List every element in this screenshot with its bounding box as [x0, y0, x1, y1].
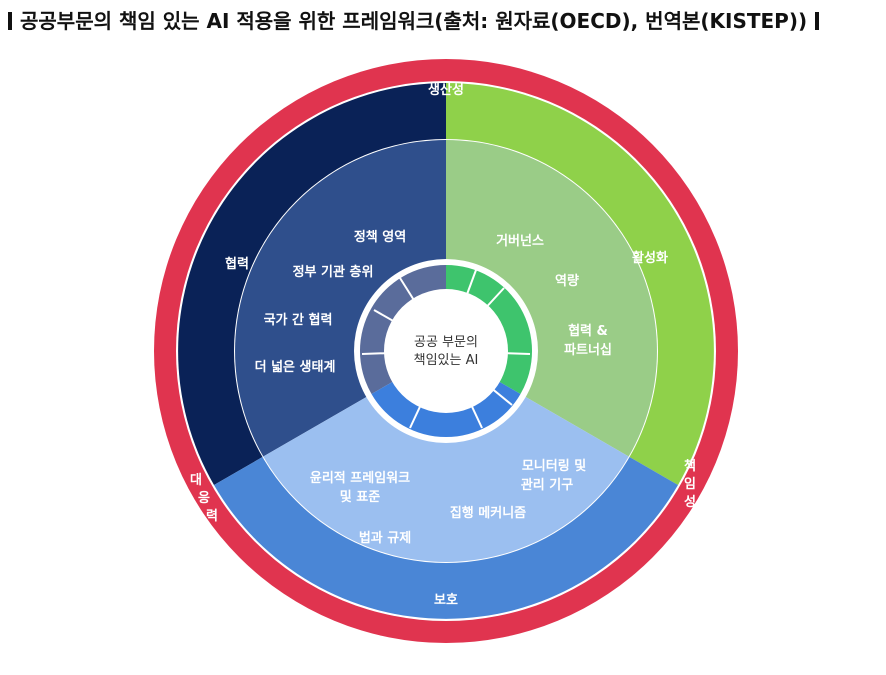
outer-label-left-1: 대: [190, 473, 202, 488]
middle-label-collaboration: 협력: [225, 256, 249, 272]
outer-label-right-3: 성: [684, 495, 696, 510]
outer-label-top: 생산성: [428, 82, 464, 98]
rings-group: [154, 59, 738, 643]
center-label-line2: 책임있는 AI: [414, 353, 479, 368]
protect-item-monitoring-2: 관리 기구: [521, 477, 573, 493]
heading-bar-left: [8, 12, 12, 30]
protect-item-monitoring-1: 모니터링 및: [522, 458, 586, 474]
protect-item-ethics-1: 윤리적 프레임워크: [310, 470, 410, 486]
outer-label-left-2: 응: [198, 491, 210, 506]
protect-inner-sector: [263, 351, 629, 562]
protect-item-enforcement: 집행 메커니즘: [450, 505, 526, 521]
enable-item-capacity: 역량: [555, 273, 579, 289]
outer-label-right-2: 임: [684, 477, 696, 492]
collab-item-international: 국가 간 협력: [264, 312, 333, 328]
center-label-line1: 공공 부문의: [414, 335, 478, 350]
enable-item-partnership-1: 협력 &: [568, 323, 608, 339]
heading-text: 공공부문의 책임 있는 AI 적용을 위한 프레임워크(출처: 원자료(OECD…: [20, 9, 808, 33]
collab-item-ecosystem: 더 넓은 생태계: [255, 359, 336, 375]
enable-item-governance: 거버넌스: [496, 233, 544, 249]
protect-item-ethics-2: 및 표준: [340, 490, 380, 505]
collab-item-policy-area: 정책 영역: [354, 229, 406, 245]
figure-heading: 공공부문의 책임 있는 AI 적용을 위한 프레임워크(출처: 원자료(OECD…: [8, 6, 886, 36]
enable-item-partnership-2: 파트너십: [564, 342, 612, 358]
framework-diagram: 공공 부문의 책임있는 AI 생산성 책 임 성 대 응 력 보호 협력 활성화…: [154, 59, 738, 643]
collab-item-gov-levels: 정부 기관 층위: [293, 264, 374, 280]
outer-label-left-3: 력: [206, 509, 218, 524]
outer-label-right-1: 책: [684, 459, 696, 474]
protect-item-law: 법과 규제: [359, 530, 411, 546]
outer-label-bottom: 보호: [434, 593, 458, 608]
heading-bar-right: [815, 12, 820, 30]
hub-center-circle: [384, 289, 508, 413]
middle-label-enablement: 활성화: [632, 250, 668, 266]
